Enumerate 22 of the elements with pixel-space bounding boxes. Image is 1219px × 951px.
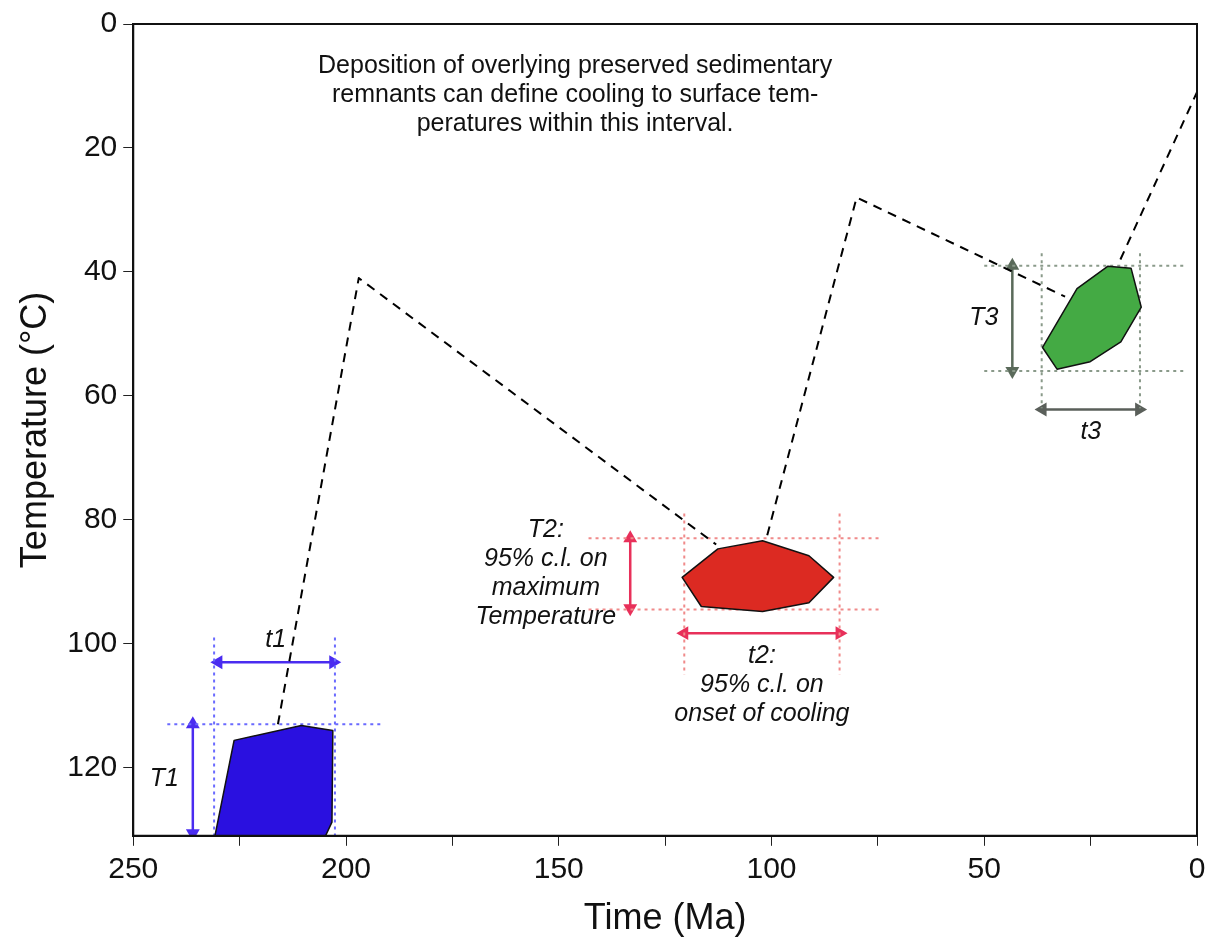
y-tick-label: 20 — [83, 129, 118, 163]
x-tick-label: 200 — [320, 851, 372, 885]
y-tick-label: 120 — [67, 748, 118, 782]
annotation: T3 — [969, 302, 999, 331]
x-axis-title: Time (Ma) — [583, 896, 747, 938]
y-tick-label: 60 — [83, 377, 118, 411]
y-tick-label: 40 — [83, 253, 118, 287]
y-axis-title: Temperature (°C) — [12, 291, 54, 569]
x-tick-label: 0 — [1188, 851, 1206, 885]
annotation: T2: 95% c.l. on maximum Temperature — [475, 513, 617, 629]
y-tick-label: 80 — [83, 501, 118, 535]
x-tick-label: 150 — [533, 851, 584, 885]
y-tick-label: 0 — [100, 5, 118, 39]
annotation: t3 — [1080, 415, 1102, 444]
annotation: Deposition of overlying preserved sedimentary remnants can define cooling to surface tem- peratures within this interval. — [318, 50, 833, 137]
x-tick-label: 250 — [108, 851, 159, 885]
annotation: t2: 95% c.l. on onset of cooling — [674, 639, 850, 726]
y-tick-label: 100 — [67, 624, 118, 658]
annotation: t1 — [265, 623, 287, 652]
x-tick-label: 100 — [746, 851, 797, 885]
annotation: T1 — [149, 762, 179, 791]
x-tick-label: 50 — [967, 851, 1001, 885]
